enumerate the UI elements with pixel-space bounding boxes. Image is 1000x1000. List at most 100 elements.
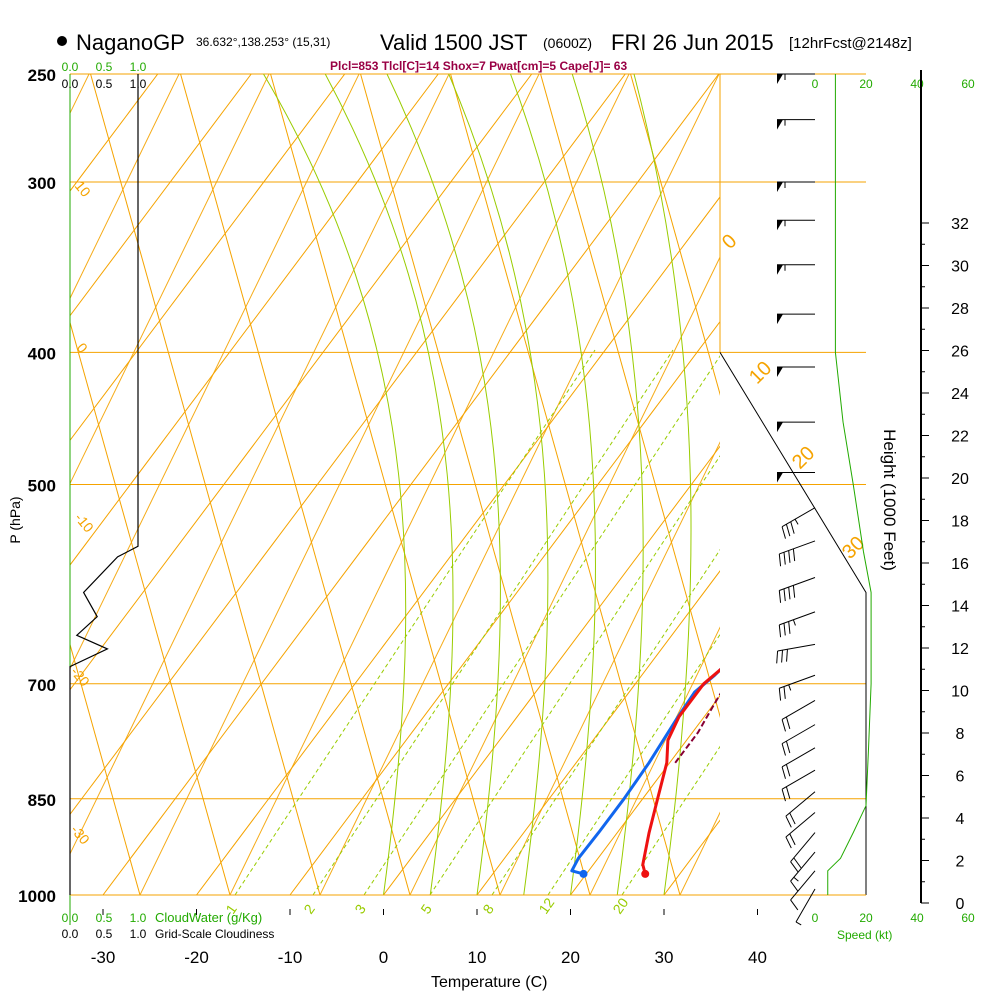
isotherm-line (70, 74, 252, 317)
dry-adiabat-line (450, 74, 681, 896)
wind-barb (777, 472, 815, 483)
station-name: NaganoGP (76, 30, 185, 55)
wind-barb-full (786, 649, 788, 662)
wind-speed-line (827, 74, 872, 895)
moist-adiabat-line (448, 74, 549, 896)
dry-adiabat-line (319, 74, 720, 896)
temp-tick-label: -30 (91, 948, 116, 967)
moist-adiabat-line (324, 74, 454, 896)
cloudwater-scale-top: 0.5 (96, 60, 113, 74)
mixing-ratio-label: 12 (535, 895, 557, 917)
cloudwater-scale-bottom: 0.0 (62, 911, 79, 925)
wind-barb-full (781, 766, 786, 779)
indices-line: Plcl=853 Tlcl[C]=14 Shox=7 Pwat[cm]=5 Ca… (330, 59, 627, 73)
wind-barb (785, 791, 816, 828)
isotherm-line (70, 74, 346, 442)
height-axis-label: Height (1000 Feet) (880, 429, 899, 571)
dry-adiabat-label: -30 (68, 822, 93, 848)
wind-barb (781, 700, 816, 732)
moist-adiabat-line (510, 74, 596, 896)
x-axis-label: Temperature (C) (431, 974, 547, 991)
dry-adiabat-line (409, 256, 720, 896)
plot-frame: -30 -20 -10 0 10 20 30 40 (69, 74, 867, 967)
wind-barb (777, 119, 815, 130)
dry-adiabat-line (70, 320, 231, 896)
temp-tick-label: -20 (184, 948, 209, 967)
wind-barb-full (790, 521, 795, 534)
wind-barb-full (783, 552, 786, 565)
wind-barb (777, 421, 815, 433)
wind-barb-full (788, 550, 791, 563)
axis-text: Temperature (C) P (hPa) Height (1000 Fee… (7, 429, 899, 991)
isotherm-line (570, 694, 720, 896)
utc-time: (0600Z) (543, 35, 592, 51)
cloudwater-scale-bottom: 1.0 (130, 911, 147, 925)
pressure-tick-label: 400 (28, 344, 56, 363)
surface-markers (579, 869, 650, 878)
dry-adiabat-line (70, 642, 141, 896)
dry-adiabat-line (540, 74, 720, 718)
wind-barb-pennant (777, 74, 783, 84)
wind-barb-half (788, 684, 792, 691)
dry-adiabat-line (229, 74, 630, 896)
cloudwater-scale-top: 1.0 (130, 60, 147, 74)
wind-barb-full (783, 686, 786, 699)
mixing-ratio-line (491, 548, 720, 896)
wind-barb-full (781, 743, 786, 756)
wind-barb-shaft (790, 832, 816, 863)
isotherm-label: 20 (788, 442, 819, 473)
cloudwater-scale-top: 0.0 (62, 60, 79, 74)
wind-barb-full (778, 590, 782, 603)
height-tick-label: 16 (951, 556, 969, 573)
pressure-tick-label: 300 (28, 174, 56, 193)
isotherm-line (476, 570, 720, 896)
wind-panel: 0 20 40 600 20 40 60 (776, 73, 975, 926)
wind-barb (777, 73, 815, 84)
cloudwater-label: CloudWater (g/Kg) (155, 910, 262, 925)
wind-barb-full (790, 861, 799, 873)
pressure-tick-label: 250 (28, 66, 56, 85)
wind-barb-pennant (777, 366, 783, 377)
temp-tick-label: 0 (379, 948, 388, 967)
isotherm-label: 10 (745, 357, 776, 388)
speed-label: Speed (kt) (837, 928, 892, 942)
cloudwater-scale-bottom: 0.5 (96, 911, 113, 925)
mixing-ratio-label: 3 (351, 901, 369, 917)
mixing-ratio-line (621, 745, 720, 896)
surface-dewpoint-marker (579, 869, 588, 878)
wind-barb-full (785, 815, 792, 828)
speed-scale-bottom: 60 (961, 911, 975, 925)
wind-barb-shaft (777, 643, 816, 652)
wind-barb-pennant (777, 220, 783, 231)
cloudiness-scale-bottom: 1.0 (130, 927, 147, 941)
dry-adiabat-line (499, 441, 720, 896)
temp-tick-label: 30 (655, 948, 674, 967)
frame-diagonal (719, 352, 867, 895)
height-tick-label: 30 (951, 259, 969, 276)
wind-barb-full (792, 548, 796, 562)
isotherm-line (383, 445, 720, 896)
wind-barb-half (794, 518, 799, 525)
wind-barb-shaft (779, 674, 816, 689)
wind-barb-shaft (781, 769, 816, 790)
moist-adiabat-line (571, 74, 644, 896)
wind-barb (781, 724, 816, 756)
dry-adiabat-label: 10 (72, 178, 94, 200)
forecast-date: FRI 26 Jun 2015 (611, 30, 774, 55)
wind-barb-shaft (785, 791, 816, 817)
dry-adiabat-line (70, 74, 270, 485)
wind-barb (777, 264, 815, 275)
wind-barb-full (785, 740, 791, 754)
mixing-ratio-line (234, 349, 596, 896)
wind-barb-full (778, 688, 782, 701)
height-tick-label: 6 (956, 769, 965, 786)
dry-adiabat-line (360, 74, 591, 896)
mixing-ratio-line (363, 355, 720, 896)
wind-barb-full (781, 650, 784, 663)
isobar-grid (70, 73, 866, 896)
wind-barb-shaft (790, 870, 816, 901)
wind-barb-full (783, 588, 786, 602)
height-tick-label: 32 (951, 216, 969, 233)
